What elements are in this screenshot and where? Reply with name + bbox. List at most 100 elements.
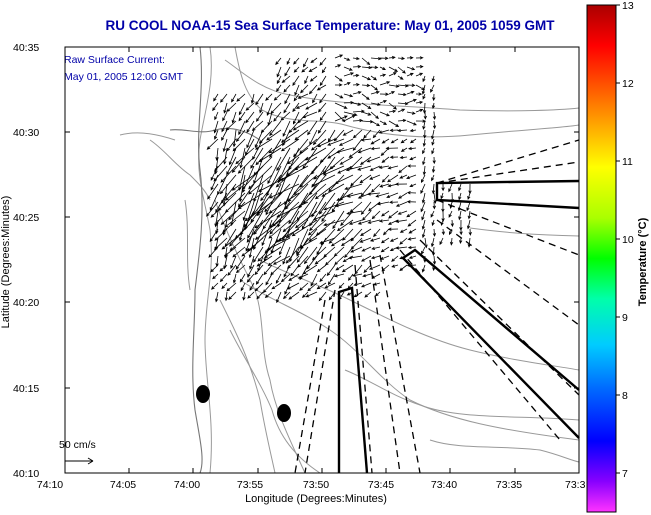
x-axis-label: Longitude (Degrees:Minutes) [245,493,387,505]
current-vector [231,111,237,124]
current-vector [302,264,318,275]
current-vector [415,108,424,113]
current-vector [467,237,471,248]
current-vector [353,291,363,298]
current-vector [360,183,372,197]
current-vector [458,210,462,221]
current-vector [273,93,282,101]
current-vector [275,228,300,243]
current-vector [391,255,399,262]
current-vector [303,246,318,265]
current-vector [431,165,436,174]
current-vector [293,66,300,73]
current-vector [246,129,255,149]
current-vector [431,147,435,155]
current-vector [265,93,273,101]
x-tick-label: 73:45 [368,479,394,491]
current-vector [432,120,437,130]
current-vector [449,228,453,236]
current-vector [372,282,381,286]
current-vector [459,228,463,236]
current-vector [389,200,399,204]
scale-label: 50 cm/s [59,439,96,451]
current-vector [430,210,435,218]
current-vector [387,227,399,231]
current-vector [306,255,318,270]
current-vector [360,138,372,142]
current-vector [422,156,426,166]
current-vector [367,219,381,224]
current-vector [334,93,344,99]
current-vector [407,146,417,151]
current-vector [302,111,318,119]
current-vector [366,156,381,163]
current-vector [415,56,424,60]
current-vector [327,129,336,142]
current-vector [292,102,300,113]
current-vector [285,246,300,264]
current-vector [254,129,264,149]
current-vector [235,255,246,270]
current-vector [407,237,417,241]
colorbar-tick: 11 [622,156,633,168]
current-vector [406,263,417,268]
current-vector [226,102,237,113]
overlay-current-title: Raw Surface Current: [64,54,165,66]
current-vector [221,120,228,133]
current-vector [420,183,426,195]
current-vector [408,228,417,234]
current-vector [370,111,380,120]
current-vector [228,291,237,300]
current-vector [207,183,219,200]
current-vector [249,255,255,270]
current-vector [296,228,309,255]
current-vector [280,129,300,143]
current-vector [220,210,237,226]
current-vector [433,192,437,204]
current-vector [323,219,345,227]
current-vector [337,165,354,174]
current-vector [231,156,246,174]
current-vector [286,219,309,239]
current-vector [245,228,255,252]
current-vector [381,264,390,272]
current-vector [423,129,427,139]
current-vector [370,146,381,151]
current-vector [395,246,408,250]
current-vector [259,102,264,114]
current-vector [386,192,399,198]
current-vector [388,210,399,219]
current-vector [397,118,407,123]
current-vector [239,273,246,283]
current-vector [280,273,291,283]
current-vector [279,228,291,256]
current-vector [235,147,255,165]
current-vector [432,93,436,102]
current-vector [293,174,318,196]
current-vector [246,273,255,283]
current-vector [361,93,370,100]
current-vector [406,83,416,87]
current-vector [391,264,399,268]
current-vector [352,102,362,106]
current-vector [319,111,327,122]
current-vector [467,192,471,200]
current-vector [307,219,327,236]
current-vector [311,174,336,187]
current-vector [297,93,309,99]
current-vector [318,192,336,215]
current-vector [370,90,380,95]
current-vector [421,192,426,204]
current-vector [283,102,291,114]
current-vector [268,138,291,154]
current-vector [375,192,390,198]
current-vector [209,192,219,211]
current-vector [248,165,273,190]
current-vector [238,111,246,122]
current-vector [225,120,237,131]
current-vector [363,264,372,274]
current-vector [317,138,336,148]
y-tick-label: 40:15 [13,383,39,395]
current-vector [421,228,426,239]
current-vector [359,156,372,166]
